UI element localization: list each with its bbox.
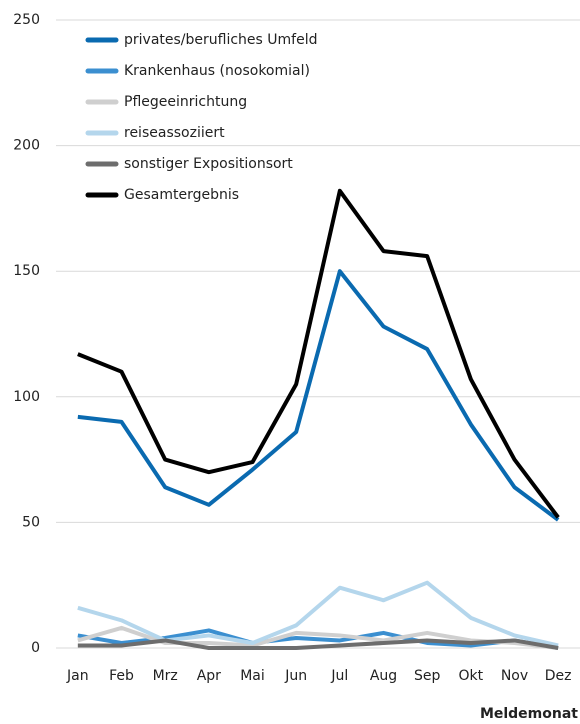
- x-tick-label: Feb: [109, 668, 134, 684]
- legend-label: reiseassoziiert: [124, 125, 225, 141]
- x-tick-label: Mai: [240, 668, 265, 684]
- y-tick-label: 150: [13, 263, 40, 279]
- series-line: [77, 188, 560, 519]
- x-tick-label: Dez: [545, 668, 572, 684]
- y-tick-label: 50: [22, 514, 40, 530]
- x-tick-label: Nov: [501, 668, 528, 684]
- legend-label: Pflegeeinrichtung: [124, 94, 247, 110]
- x-tick-label: Okt: [459, 668, 484, 684]
- legend-label: Gesamtergebnis: [124, 187, 239, 203]
- y-tick-label: 250: [13, 12, 40, 28]
- series-line: [77, 580, 559, 648]
- x-tick-label: Jan: [66, 668, 89, 684]
- x-tick-label: Apr: [197, 668, 221, 684]
- legend-label: sonstiger Expositionsort: [124, 156, 293, 172]
- series-line: [77, 638, 559, 650]
- y-tick-label: 0: [31, 640, 40, 656]
- x-axis-label: Meldemonat: [480, 706, 578, 722]
- x-tick-label: Jun: [284, 668, 307, 684]
- series-line: [77, 269, 560, 522]
- x-tick-label: Mrz: [153, 668, 178, 684]
- y-tick-label: 100: [13, 389, 40, 405]
- x-tick-label: Sep: [414, 668, 441, 684]
- x-tick-label: Aug: [370, 668, 397, 684]
- legend-label: privates/berufliches Umfeld: [124, 32, 317, 48]
- legend-label: Krankenhaus (nosokomial): [124, 63, 310, 79]
- x-tick-label: Jul: [330, 668, 348, 684]
- y-tick-label: 200: [13, 138, 40, 154]
